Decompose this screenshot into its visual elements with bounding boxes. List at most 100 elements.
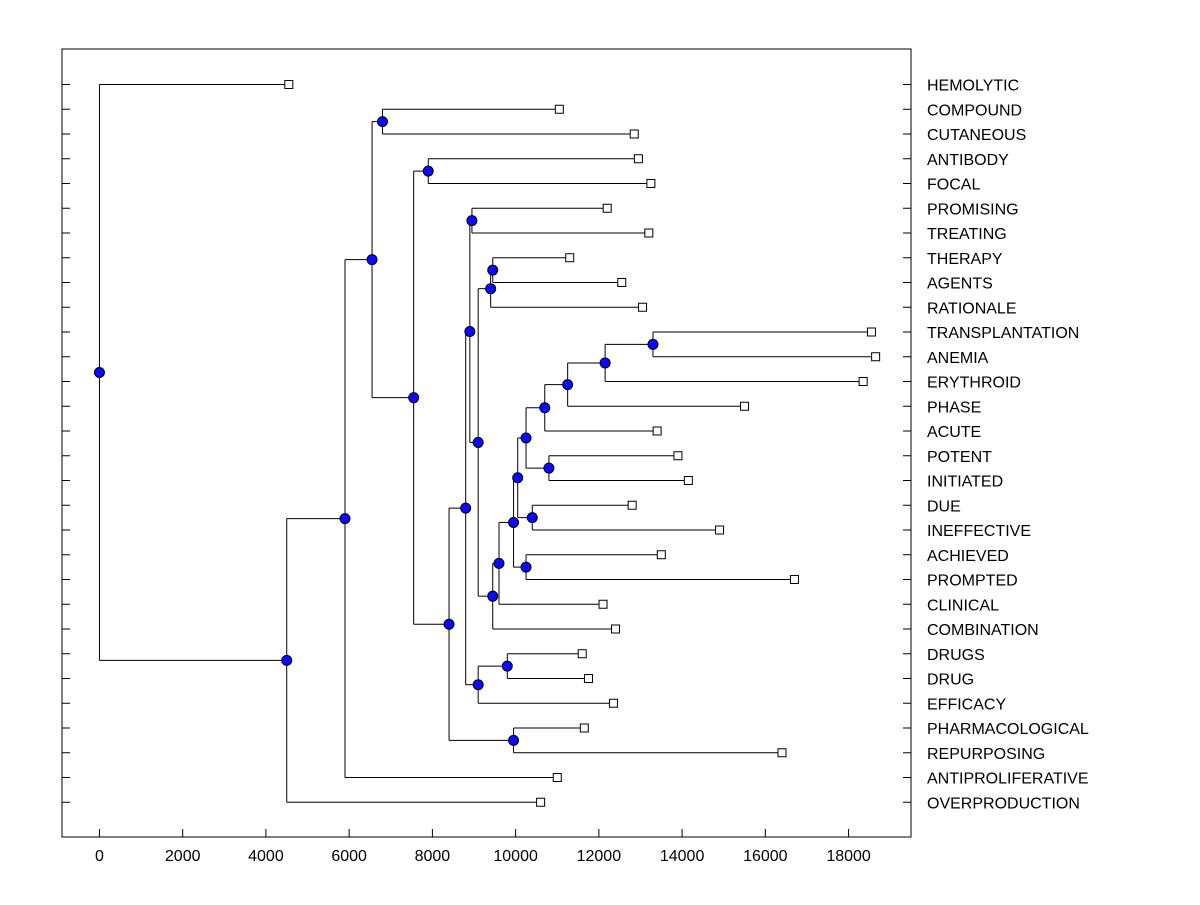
leaf-marker-hemolytic bbox=[284, 80, 294, 89]
leaf-marker-repurposing bbox=[777, 748, 787, 758]
leaf-label-antiproliferative: ANTIPROLIFERATIVE bbox=[927, 771, 1089, 788]
merge-node-n9 bbox=[520, 561, 532, 573]
merge-node-n7 bbox=[526, 512, 538, 524]
merge-node-n3 bbox=[562, 379, 574, 391]
leaf-marker-agents bbox=[617, 278, 627, 287]
leaf-marker-drugs bbox=[577, 649, 587, 659]
merge-node-n23 bbox=[422, 165, 434, 177]
merge-node-n8 bbox=[512, 472, 524, 484]
leaf-label-drug: DRUG bbox=[927, 672, 974, 689]
leaf-marker-transplantation bbox=[866, 327, 876, 337]
leaf-label-combination: COMBINATION bbox=[927, 622, 1039, 639]
merge-node-n13 bbox=[487, 264, 499, 276]
leaf-marker-ineffective bbox=[715, 525, 725, 535]
merge-node-n6 bbox=[520, 432, 532, 444]
leaf-marker-anemia bbox=[871, 352, 881, 362]
merge-node-n16 bbox=[466, 215, 478, 227]
x-tick-label: 12000 bbox=[577, 848, 622, 865]
x-tick-label: 14000 bbox=[660, 848, 705, 865]
x-tick-label: 8000 bbox=[415, 848, 451, 865]
x-tick-label: 2000 bbox=[165, 848, 201, 865]
leaf-marker-treating bbox=[644, 228, 654, 238]
leaf-label-drugs: DRUGS bbox=[927, 647, 985, 664]
merge-node-n4 bbox=[539, 402, 551, 414]
merge-node-n1 bbox=[647, 338, 659, 350]
leaf-marker-erythroid bbox=[858, 377, 868, 386]
leaf-label-overproduction: OVERPRODUCTION bbox=[927, 795, 1080, 812]
merge-node-n15 bbox=[472, 436, 484, 448]
leaf-marker-efficacy bbox=[608, 698, 618, 708]
leaf-marker-acute bbox=[652, 426, 662, 436]
merge-node-n11 bbox=[493, 557, 505, 569]
x-tick-label: 0 bbox=[95, 848, 104, 865]
leaf-marker-achieved bbox=[656, 550, 666, 560]
merge-node-n12 bbox=[487, 590, 499, 602]
leaf-label-anemia: ANEMIA bbox=[927, 350, 989, 367]
merge-node-n20 bbox=[460, 502, 472, 514]
leaf-marker-drug bbox=[583, 674, 593, 683]
leaf-marker-antiproliferative bbox=[552, 773, 562, 782]
leaf-label-initiated: INITIATED bbox=[927, 474, 1003, 491]
leaf-label-therapy: THERAPY bbox=[927, 251, 1003, 268]
leaf-label-prompted: PROMPTED bbox=[927, 573, 1018, 590]
leaf-label-treating: TREATING bbox=[927, 226, 1007, 243]
leaf-label-potent: POTENT bbox=[927, 449, 992, 466]
leaf-marker-prompted bbox=[789, 575, 799, 584]
merge-node-n10 bbox=[508, 516, 520, 528]
merge-node-n19 bbox=[472, 679, 484, 691]
leaf-label-acute: ACUTE bbox=[927, 424, 981, 441]
merge-node-n22 bbox=[443, 618, 455, 630]
leaf-label-cutaneous: CUTANEOUS bbox=[927, 127, 1026, 144]
leaf-label-repurposing: REPURPOSING bbox=[927, 746, 1045, 763]
leaf-label-hemolytic: HEMOLYTIC bbox=[927, 78, 1019, 95]
merge-node-n14 bbox=[485, 283, 497, 295]
leaf-marker-combination bbox=[611, 624, 621, 634]
leaf-marker-potent bbox=[673, 451, 683, 461]
leaf-marker-overproduction bbox=[536, 797, 546, 807]
leaf-marker-clinical bbox=[598, 599, 608, 609]
leaf-label-achieved: ACHIEVED bbox=[927, 548, 1009, 565]
plot-frame bbox=[61, 48, 912, 838]
leaf-marker-initiated bbox=[683, 476, 693, 485]
merge-node-n27 bbox=[339, 513, 351, 525]
merge-node-n5 bbox=[543, 462, 555, 474]
merge-node-n29 bbox=[93, 366, 105, 378]
leaf-marker-cutaneous bbox=[629, 129, 639, 139]
leaf-label-due: DUE bbox=[927, 498, 961, 515]
x-tick-label: 6000 bbox=[331, 848, 367, 865]
leaf-label-transplantation: TRANSPLANTATION bbox=[927, 325, 1079, 342]
leaf-marker-compound bbox=[554, 104, 564, 114]
leaf-marker-promising bbox=[602, 203, 612, 213]
leaf-label-ineffective: INEFFECTIVE bbox=[927, 523, 1031, 540]
leaf-label-agents: AGENTS bbox=[927, 276, 993, 293]
leaf-label-phase: PHASE bbox=[927, 399, 981, 416]
merge-node-n24 bbox=[408, 392, 420, 404]
leaf-label-compound: COMPOUND bbox=[927, 102, 1022, 119]
leaf-label-erythroid: ERYTHROID bbox=[927, 375, 1021, 392]
leaf-label-efficacy: EFFICACY bbox=[927, 696, 1006, 713]
leaf-label-focal: FOCAL bbox=[927, 177, 980, 194]
leaf-marker-pharmacological bbox=[579, 723, 589, 733]
leaf-marker-focal bbox=[646, 179, 656, 188]
leaf-label-group: HEMOLYTIC COMPOUND CUTANEOUS ANTIBODY FOCAL P… bbox=[927, 78, 1089, 813]
leaf-marker-therapy bbox=[565, 253, 575, 263]
leaf-marker-group bbox=[284, 80, 881, 807]
x-tick-label: 18000 bbox=[826, 848, 871, 865]
leaf-label-rationale: RATIONALE bbox=[927, 300, 1017, 317]
merge-node-n28 bbox=[281, 654, 293, 666]
merge-node-n26 bbox=[366, 254, 378, 266]
merge-node-group bbox=[93, 116, 659, 746]
x-tick-label-group: 0 2000 4000 6000 8000 10000 12000 14000 16000 180… bbox=[95, 848, 871, 865]
leaf-label-clinical: CLINICAL bbox=[927, 597, 999, 614]
leaf-label-pharmacological: PHARMACOLOGICAL bbox=[927, 721, 1089, 738]
merge-node-n25 bbox=[376, 116, 388, 128]
merge-node-n21 bbox=[508, 734, 520, 746]
x-tick-label: 16000 bbox=[743, 848, 788, 865]
leaf-marker-due bbox=[627, 500, 637, 510]
leaf-label-antibody: ANTIBODY bbox=[927, 152, 1009, 169]
leaf-marker-phase bbox=[740, 401, 750, 411]
tick-group bbox=[62, 84, 911, 837]
merge-node-n18 bbox=[501, 660, 513, 672]
